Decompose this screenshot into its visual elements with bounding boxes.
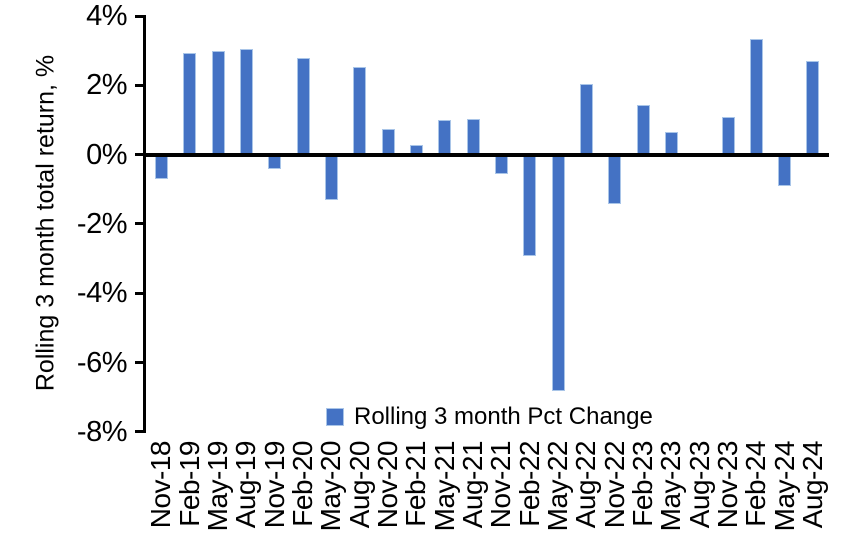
x-tick-label: Aug-24 [796, 441, 828, 529]
bar-Feb-22 [523, 155, 537, 256]
bar-Nov-22 [608, 155, 622, 204]
y-tick-mark [135, 222, 146, 226]
bar-May-21 [438, 120, 452, 155]
x-tick-label: Nov-18 [145, 441, 177, 529]
bar-Feb-20 [296, 57, 310, 155]
bar-May-20 [324, 155, 338, 201]
y-tick-label: -8% [76, 415, 128, 448]
y-tick-label: 4% [86, 0, 127, 32]
bar-Nov-20 [381, 128, 395, 155]
x-tick-label: Aug-23 [683, 441, 715, 529]
y-tick-label: -6% [76, 346, 128, 379]
bar-May-19 [211, 50, 225, 155]
bar-Feb-23 [636, 104, 650, 155]
x-tick-label: May-19 [202, 441, 234, 532]
x-tick-label: Nov-22 [598, 441, 630, 529]
x-tick-label: Feb-20 [287, 441, 319, 527]
x-tick-label: Feb-19 [173, 441, 205, 527]
bar-Aug-22 [579, 83, 593, 155]
y-tick-label: -4% [76, 277, 128, 310]
y-tick-label: -2% [76, 207, 128, 240]
y-tick-mark [135, 153, 146, 157]
x-tick-label: Aug-22 [570, 441, 602, 529]
x-tick-label: Feb-22 [513, 441, 545, 527]
bar-Aug-24 [806, 61, 820, 155]
bar-Aug-21 [466, 118, 480, 155]
x-tick-label: Nov-21 [485, 441, 517, 529]
x-tick-label: May-23 [655, 441, 687, 532]
y-tick-mark [135, 291, 146, 295]
bar-Aug-20 [353, 66, 367, 155]
legend-swatch [326, 408, 344, 426]
x-tick-label: Feb-24 [740, 441, 772, 527]
x-tick-label: Feb-23 [627, 441, 658, 527]
legend-label: Rolling 3 month Pct Change [354, 403, 653, 430]
x-tick-label: Feb-21 [400, 441, 432, 527]
x-tick-label: May-21 [428, 441, 460, 532]
x-tick-label: May-20 [315, 441, 347, 532]
plot-area [146, 16, 829, 432]
legend: Rolling 3 month Pct Change [326, 403, 653, 431]
y-tick-label: 0% [86, 138, 127, 171]
bar-Aug-19 [239, 49, 253, 155]
bar-May-22 [551, 155, 565, 391]
x-tick-label: Nov-20 [372, 441, 404, 529]
x-axis-zero-line [143, 153, 829, 157]
x-tick-label: Nov-23 [712, 441, 743, 529]
y-tick-mark [135, 430, 146, 434]
y-tick-mark [135, 14, 146, 18]
bar-Nov-18 [154, 155, 168, 180]
x-tick-label: Nov-19 [258, 441, 290, 529]
bar-May-24 [778, 155, 792, 187]
bar-May-23 [664, 132, 678, 155]
bar-Nov-23 [721, 116, 735, 155]
x-tick-label: Aug-21 [457, 441, 489, 529]
y-tick-mark [135, 83, 146, 87]
x-tick-label: Aug-20 [343, 441, 375, 529]
bar-Nov-19 [268, 155, 282, 169]
x-tick-label: Aug-19 [230, 441, 262, 529]
y-tick-mark [135, 361, 146, 365]
y-axis-line [143, 15, 146, 433]
x-tick-label: May-24 [768, 441, 800, 532]
bar-Feb-19 [183, 52, 197, 155]
y-tick-label: 2% [86, 69, 127, 102]
x-tick-label: May-22 [542, 441, 574, 532]
bar-Feb-24 [749, 38, 763, 155]
bar-Nov-21 [494, 155, 508, 175]
